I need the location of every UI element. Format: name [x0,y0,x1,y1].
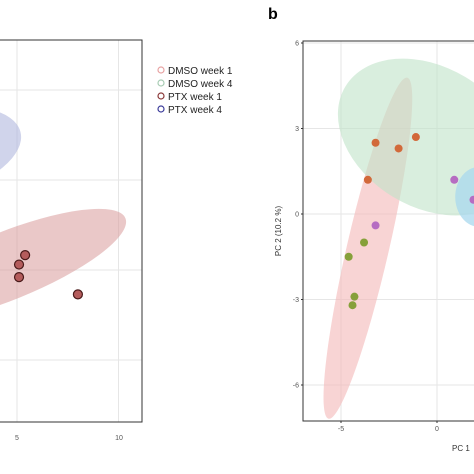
panel-a-ellipse-ptx-week-1 [0,208,127,324]
legend-label-dmso-week-1: DMSO week 1 [168,66,233,77]
panel-b-point-purple-0 [450,175,459,184]
panel-a: 5 10 [0,39,143,442]
legend-label-ptx-week-1: PTX week 1 [168,92,222,103]
panel-b-y-tick-1: 3 [295,126,299,133]
panel-b-letter: b [268,6,278,23]
panel-b-point-purple-2 [371,221,380,230]
panel-a-ellipses [0,106,127,324]
legend-label-dmso-week-4: DMSO week 4 [168,79,233,90]
panel-b-point-green-3 [348,301,357,310]
panel-a-point-ptx-week-1-3 [72,289,84,300]
panel-b-x-axis-title: PC 1 [452,444,470,453]
legend: DMSO week 1 DMSO week 4 PTX week 1 PTX w… [157,66,233,116]
panel-b-point-green-2 [350,292,359,301]
legend-item-ptx-week-4: PTX week 4 [157,105,222,116]
panel-a-x-tick-5: 5 [15,435,19,442]
panel-b-y-tick-3: -3 [293,297,299,304]
panel-b-point-green-1 [344,252,353,261]
legend-marker-dmso-week-1 [157,66,165,74]
panel-b-y-axis-title: PC 2 (10.2 %) [274,206,283,257]
panel-b-ellipses [323,58,474,419]
panel-a-points [13,250,84,300]
panel-b-points [344,133,474,310]
panel-b-y-tick-4: -6 [293,383,299,390]
panel-b-point-orange-0 [371,138,380,147]
panel-b-point-orange-1 [394,144,403,153]
panel-b-x-tick-0: -5 [338,426,344,433]
panel-b-point-orange-3 [363,175,372,184]
panel-b-ellipse-green [337,58,474,216]
legend-label-ptx-week-4: PTX week 4 [168,105,222,116]
panel-b-point-purple-1 [469,195,474,204]
legend-marker-ptx-week-1 [157,92,165,100]
panel-a-point-ptx-week-1-0 [20,250,31,261]
panel-b-point-green-0 [360,238,369,247]
panel-a-point-ptx-week-1-2 [13,272,25,283]
panel-a-point-ptx-week-1-1 [13,259,25,270]
panel-b-y-ticks: 6 3 0 -3 -6 [293,41,303,390]
panel-b-y-tick-2: 0 [295,212,299,219]
panel-b-y-tick-0: 6 [295,41,299,48]
panel-b-frame [302,40,474,422]
legend-marker-ptx-week-4 [157,105,165,113]
panel-a-frame [0,39,143,423]
panel-b-ellipse-cyan [455,167,474,227]
legend-item-ptx-week-1: PTX week 1 [157,92,222,103]
panel-b-x-ticks: -5 0 [338,421,439,433]
legend-marker-dmso-week-4 [157,79,165,87]
legend-item-dmso-week-4: DMSO week 4 [157,79,233,90]
panel-b-x-tick-1: 0 [435,426,439,433]
panel-b: 6 3 0 -3 -6 -5 0 PC 2 (10.2 %) PC 1 [274,40,474,453]
panel-a-ellipse-ptx-week-4 [0,106,22,200]
legend-item-dmso-week-1: DMSO week 1 [157,66,233,77]
panel-a-x-tick-10: 10 [115,435,123,442]
panel-b-point-orange-2 [411,133,420,142]
